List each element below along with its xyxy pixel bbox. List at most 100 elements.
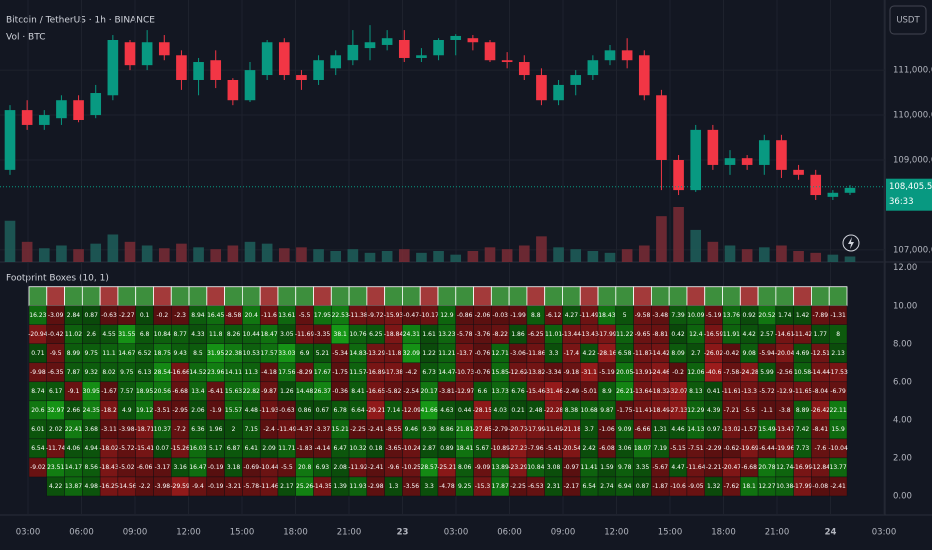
volume-bar (416, 252, 427, 262)
footprint-value: -3.21 (226, 483, 242, 490)
footprint-value: -20.94 (28, 331, 48, 338)
footprint-value: 4.42 (743, 331, 757, 338)
footprint-value: -8.55 (386, 426, 402, 433)
footprint-value: 32.97 (47, 407, 64, 414)
x-tick-label: 03:00 (872, 528, 897, 538)
candle-body (707, 129, 719, 165)
footprint-value: 2.06 (191, 407, 205, 414)
volume-bar (90, 243, 102, 262)
x-tick-label: 09:00 (551, 528, 576, 538)
footprint-value: -11.92 (348, 464, 368, 471)
candle-body (570, 75, 582, 85)
footprint-value: -9.72 (368, 312, 384, 319)
footprint-value: -10.73 (455, 369, 475, 376)
footprint-value: 10.68 (581, 407, 598, 414)
footprint-value: -2.25 (350, 426, 366, 433)
header-cell (668, 286, 688, 307)
currency[interactable]: USDT (896, 16, 920, 26)
footprint-value: 0.21 (511, 407, 525, 414)
footprint-value: 10.84 (154, 331, 171, 338)
footprint-value: -3.98 (155, 483, 171, 490)
footprint-value: 14.13 (687, 426, 704, 433)
footprint-value: 3.06 (618, 445, 632, 452)
y-tick-label: 6.00 (893, 377, 912, 387)
header-cell (739, 286, 759, 307)
volume-bar (587, 251, 599, 262)
y-tick-label: 10.00 (893, 301, 917, 311)
footprint-value: -0.47 (404, 312, 420, 319)
footprint-value: -10.04 (828, 445, 848, 452)
footprint-value: 4.94 (85, 445, 99, 452)
footprint-value: -22.28 (544, 407, 564, 414)
footprint-value: -6.06 (137, 464, 153, 471)
footprint-value: -5.72 (759, 388, 775, 395)
footprint-value: -2.4 (263, 426, 275, 433)
volume-bar (501, 249, 513, 262)
footprint-value: -11.93 (259, 407, 279, 414)
candle-body (398, 39, 410, 58)
footprint-value: -14.35 (313, 483, 333, 490)
footprint-value: 0.92 (743, 312, 757, 319)
footprint-value: 13.61 (278, 312, 295, 319)
candle-body (124, 42, 136, 66)
footprint-value: -18.84 (384, 331, 404, 338)
footprint-value: 20.17 (421, 388, 438, 395)
footprint-value: 12.27 (758, 483, 775, 490)
footprint-value: 33.03 (278, 350, 295, 357)
y-tick-label: 110,000.00 (893, 111, 932, 121)
footprint-value: 2.74 (600, 483, 614, 490)
y-tick-label: 109,000.00 (893, 155, 932, 165)
footprint-value: 2.48 (529, 407, 543, 414)
footprint-value: 0.87 (85, 312, 99, 319)
candle-body (38, 115, 50, 125)
footprint-value: 8.38 (565, 407, 579, 414)
footprint-value: -0.2 (157, 312, 169, 319)
footprint-value: -6.25 (528, 331, 544, 338)
footprint-value: -3.8 (779, 407, 791, 414)
footprint-value: 13.73 (492, 388, 509, 395)
footprint-value: -18.02 (99, 445, 119, 452)
footprint-value: -0.76 (475, 369, 491, 376)
header-cell (188, 286, 208, 307)
footprint-value: -6.66 (635, 426, 651, 433)
footprint-value: 13.87 (65, 483, 82, 490)
footprint-value: 3.05 (280, 331, 294, 338)
footprint-value: -31.1 (581, 369, 597, 376)
volume-bar (158, 248, 170, 262)
footprint-value: 28.54 (154, 369, 171, 376)
footprint-value: 6.47 (334, 445, 348, 452)
footprint-value: -7.89 (813, 312, 829, 319)
footprint-value: 11.8 (209, 331, 223, 338)
footprint-value: 11.1 (102, 350, 116, 357)
volume-bar (56, 245, 67, 262)
footprint-value: 2.7 (691, 350, 701, 357)
header-cell (224, 286, 243, 307)
candle-body (621, 50, 633, 61)
footprint-value: -0.69 (244, 464, 260, 471)
footprint-value: -3.65 (386, 445, 402, 452)
volume-bar (193, 247, 204, 262)
candle-body (4, 110, 16, 170)
footprint-value: -17.99 (597, 331, 617, 338)
currency-button[interactable] (889, 5, 927, 35)
footprint-value: 4.55 (102, 331, 116, 338)
footprint-value: 6.78 (334, 407, 348, 414)
footprint-value: -12.62 (508, 369, 528, 376)
footprint-value: 15.63 (225, 388, 242, 395)
footprint-value: 7.15 (245, 426, 259, 433)
volume-bar (844, 256, 856, 262)
footprint-value: -8.29 (297, 369, 313, 376)
footprint-value: 2.31 (547, 483, 561, 490)
footprint-value: 12.74 (776, 464, 793, 471)
footprint-value: -0.63 (279, 407, 295, 414)
header-cell (526, 286, 546, 307)
footprint-value: 10.84 (527, 464, 544, 471)
footprint-value: -5.67 (653, 464, 669, 471)
footprint-value: -21.18 (562, 426, 582, 433)
footprint-value: 2.66 (67, 407, 81, 414)
footprint-value: -12.97 (455, 388, 475, 395)
footprint-value: -8.22 (492, 331, 508, 338)
footprint-value: -2.95 (172, 407, 188, 414)
footprint-value: -18.71 (135, 426, 155, 433)
footprint-value: -2.41 (368, 464, 384, 471)
